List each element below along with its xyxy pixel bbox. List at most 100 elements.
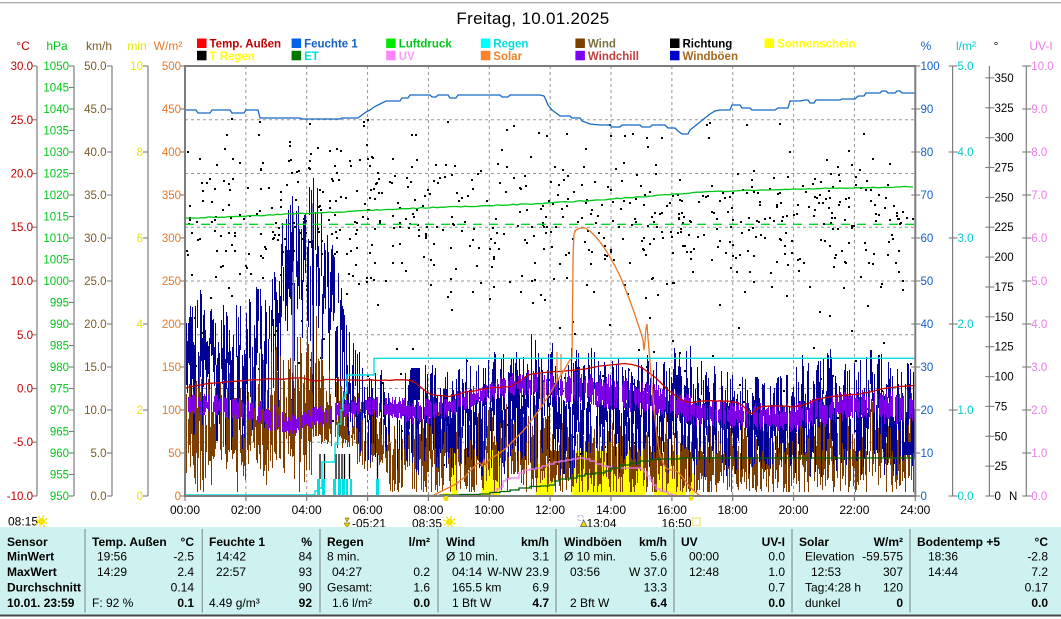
svg-text:08:00: 08:00	[413, 503, 443, 517]
svg-text:20.0: 20.0	[84, 319, 106, 331]
svg-text:Regen: Regen	[493, 39, 528, 51]
svg-text:Wind: Wind	[588, 39, 616, 51]
svg-text:03:56: 03:56	[570, 565, 600, 579]
svg-text:km/h: km/h	[639, 535, 667, 549]
svg-text:0: 0	[175, 491, 181, 503]
svg-text:12:53: 12:53	[811, 565, 841, 579]
svg-text:1040: 1040	[43, 104, 69, 116]
svg-text:24:00: 24:00	[900, 503, 930, 517]
svg-text:UV-I: UV-I	[1029, 39, 1052, 53]
svg-text:5.0: 5.0	[958, 61, 974, 73]
svg-text:-5.0: -5.0	[13, 437, 33, 449]
svg-text:l/m²: l/m²	[409, 535, 430, 549]
svg-text:14:29: 14:29	[97, 565, 127, 579]
svg-text:985: 985	[50, 341, 69, 353]
svg-text:100: 100	[995, 372, 1014, 384]
svg-text:0.0: 0.0	[413, 596, 430, 610]
svg-text:Bodentemp +5: Bodentemp +5	[917, 535, 1000, 549]
svg-text:02:00: 02:00	[231, 503, 261, 517]
svg-text:960: 960	[50, 448, 69, 460]
svg-text:W-NW 23.9: W-NW 23.9	[487, 565, 549, 579]
svg-text:0.1: 0.1	[177, 596, 194, 610]
svg-text:8.0: 8.0	[1031, 147, 1047, 159]
svg-text:0: 0	[896, 596, 903, 610]
svg-text:92: 92	[299, 596, 313, 610]
svg-text:3.1: 3.1	[532, 550, 549, 564]
svg-text:Tag:4:28 h: Tag:4:28 h	[805, 581, 861, 595]
svg-text:225: 225	[995, 222, 1014, 234]
svg-text:4.0: 4.0	[958, 147, 974, 159]
svg-text:00:00: 00:00	[689, 550, 719, 564]
svg-text:04:14: 04:14	[452, 565, 482, 579]
svg-text:20.0: 20.0	[11, 169, 33, 181]
svg-text:1030: 1030	[43, 147, 69, 159]
svg-text:965: 965	[50, 427, 69, 439]
svg-text:F: 92 %: F: 92 %	[92, 596, 134, 610]
svg-text:950: 950	[50, 491, 69, 503]
svg-text:12:00: 12:00	[535, 503, 565, 517]
svg-text:Ø 10 min.: Ø 10 min.	[446, 550, 498, 564]
svg-text:4: 4	[137, 319, 144, 331]
svg-text:175: 175	[995, 282, 1014, 294]
svg-text:975: 975	[50, 384, 69, 396]
svg-text:4.49 g/m³: 4.49 g/m³	[209, 596, 260, 610]
svg-text:0.0: 0.0	[1031, 596, 1048, 610]
svg-text:UV: UV	[399, 51, 415, 63]
svg-text:km/h: km/h	[521, 535, 549, 549]
svg-text:6.4: 6.4	[650, 596, 667, 610]
svg-text:1.0: 1.0	[768, 565, 785, 579]
svg-text:10: 10	[921, 448, 934, 460]
svg-text:W/m²: W/m²	[154, 39, 183, 53]
svg-text:Durchschnitt: Durchschnitt	[7, 581, 81, 595]
svg-text:0.0: 0.0	[768, 596, 785, 610]
svg-text:100: 100	[921, 61, 940, 73]
svg-text:0.14: 0.14	[171, 581, 195, 595]
svg-text:6.9: 6.9	[532, 581, 549, 595]
svg-text:Elevation: Elevation	[805, 550, 854, 564]
svg-text:25.0: 25.0	[11, 115, 33, 127]
svg-text:Feuchte 1: Feuchte 1	[209, 535, 265, 549]
svg-text:18:00: 18:00	[718, 503, 748, 517]
svg-text:0.0: 0.0	[17, 384, 33, 396]
svg-text:1025: 1025	[43, 169, 69, 181]
svg-text:Temp. Außen: Temp. Außen	[92, 535, 167, 549]
svg-text:W/m²: W/m²	[874, 535, 903, 549]
svg-text:5.6: 5.6	[650, 550, 667, 564]
svg-text:45.0: 45.0	[84, 104, 106, 116]
svg-text:25.0: 25.0	[84, 276, 106, 288]
svg-text:90: 90	[299, 581, 313, 595]
svg-text:100: 100	[162, 405, 181, 417]
svg-text:-2.5: -2.5	[173, 550, 194, 564]
svg-text:400: 400	[162, 147, 181, 159]
svg-text:150: 150	[995, 312, 1014, 324]
svg-text:1020: 1020	[43, 190, 69, 202]
svg-text:10.01. 23:59: 10.01. 23:59	[7, 596, 75, 610]
svg-text:04:00: 04:00	[292, 503, 322, 517]
svg-text:10: 10	[130, 61, 143, 73]
svg-text:325: 325	[995, 103, 1014, 115]
svg-text:N: N	[1009, 491, 1017, 503]
svg-text:hPa: hPa	[46, 39, 68, 53]
svg-text:970: 970	[50, 405, 69, 417]
svg-text:120: 120	[883, 581, 903, 595]
svg-text:2.4: 2.4	[177, 565, 194, 579]
svg-text:dunkel: dunkel	[805, 596, 840, 610]
svg-text:1005: 1005	[43, 255, 69, 267]
svg-text:3.0: 3.0	[958, 233, 974, 245]
svg-text:93: 93	[299, 565, 313, 579]
svg-text:4.7: 4.7	[532, 596, 549, 610]
svg-text:Feuchte 1: Feuchte 1	[304, 39, 358, 51]
svg-text:T Regen: T Regen	[210, 51, 255, 63]
svg-text:Windchill: Windchill	[588, 51, 639, 63]
svg-text:Ø 10 min.: Ø 10 min.	[564, 550, 616, 564]
svg-text:%: %	[921, 39, 932, 53]
svg-text:40: 40	[921, 319, 934, 331]
svg-text:14:44: 14:44	[928, 565, 958, 579]
svg-text:06:00: 06:00	[353, 503, 383, 517]
svg-text:60: 60	[921, 233, 934, 245]
svg-text:Sensor: Sensor	[7, 535, 48, 549]
svg-text:990: 990	[50, 319, 69, 331]
svg-text:6.0: 6.0	[1031, 233, 1047, 245]
svg-text:Windböen: Windböen	[683, 51, 738, 63]
svg-text:-59.575: -59.575	[862, 550, 903, 564]
